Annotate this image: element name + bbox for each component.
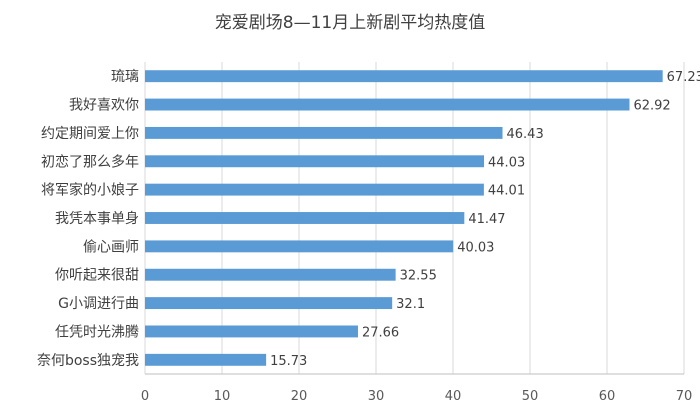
data-label: 44.01 [488,184,525,199]
bar-7 [145,240,454,253]
x-tick-label: 10 [214,389,231,404]
category-label: 将军家的小娘子 [41,182,139,199]
x-tick-label: 40 [445,389,462,404]
data-label: 27.66 [362,325,399,340]
data-label: 67.23 [667,70,700,85]
category-label: G小调进行曲 [58,296,139,312]
x-tick-label: 50 [522,389,539,404]
x-tick-label: 0 [141,389,149,404]
category-label: 初恋了那么多年 [41,153,139,170]
bar-11 [145,353,267,366]
bar-5 [145,183,484,196]
category-label: 约定期间爱上你 [41,126,139,142]
data-label: 32.1 [396,297,425,312]
category-label: 任凭时光沸腾 [55,323,139,340]
category-label: 你听起来很甜 [55,268,139,284]
x-tick-label: 60 [599,389,616,404]
category-label: 奈何boss独宠我 [37,353,139,369]
data-label: 40.03 [457,240,494,255]
data-label: 41.47 [468,212,505,227]
bar-10 [145,325,358,338]
x-tick-label: 70 [676,389,693,404]
bar-3 [145,126,503,139]
bar-1 [145,70,663,83]
bar-6 [145,212,465,224]
category-label: 琉璃 [111,68,139,85]
data-label: 46.43 [507,127,544,142]
bar-2 [145,98,630,111]
category-label: 我好喜欢你 [69,98,139,114]
data-label: 15.73 [270,354,307,369]
bar-9 [145,297,393,310]
bar-8 [145,268,396,281]
category-label: 偷心画师 [83,239,139,255]
x-tick-label: 30 [368,389,385,404]
category-label: 我凭本事单身 [55,211,139,227]
data-label: 62.92 [633,99,670,114]
chart-title: 宠爱剧场8—11月上新剧平均热度值 [214,13,486,33]
data-label: 44.03 [488,155,525,170]
bar-4 [145,155,485,168]
x-tick-label: 20 [291,389,308,404]
data-label: 32.55 [400,269,437,284]
